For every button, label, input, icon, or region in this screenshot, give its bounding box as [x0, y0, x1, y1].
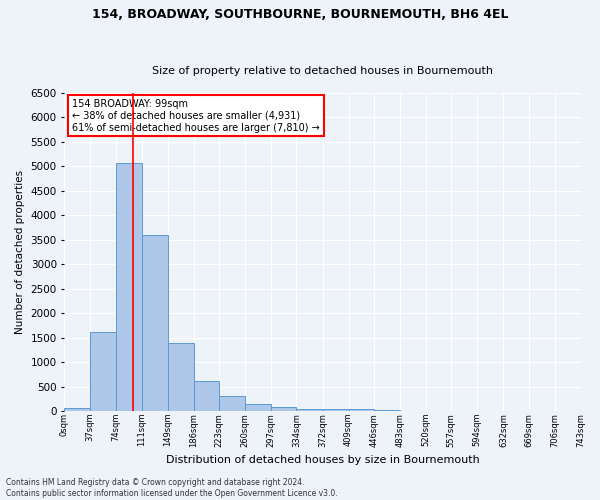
Bar: [349, 410, 374, 412]
Bar: [168, 343, 194, 411]
Bar: [220, 396, 245, 411]
Bar: [296, 408, 323, 412]
Bar: [194, 381, 220, 412]
Bar: [400, 410, 425, 412]
Bar: [374, 410, 400, 412]
Text: 154 BROADWAY: 99sqm
← 38% of detached houses are smaller (4,931)
61% of semi-det: 154 BROADWAY: 99sqm ← 38% of detached ho…: [72, 100, 320, 132]
Y-axis label: Number of detached properties: Number of detached properties: [15, 170, 25, 334]
Title: Size of property relative to detached houses in Bournemouth: Size of property relative to detached ho…: [152, 66, 493, 76]
Bar: [64, 408, 90, 412]
Text: Contains HM Land Registry data © Crown copyright and database right 2024.
Contai: Contains HM Land Registry data © Crown c…: [6, 478, 338, 498]
Bar: [271, 407, 296, 412]
Bar: [323, 409, 349, 412]
Text: 154, BROADWAY, SOUTHBOURNE, BOURNEMOUTH, BH6 4EL: 154, BROADWAY, SOUTHBOURNE, BOURNEMOUTH,…: [92, 8, 508, 20]
Bar: [142, 235, 168, 412]
Bar: [90, 332, 116, 411]
X-axis label: Distribution of detached houses by size in Bournemouth: Distribution of detached houses by size …: [166, 455, 479, 465]
Bar: [116, 163, 142, 412]
Bar: [245, 404, 271, 411]
